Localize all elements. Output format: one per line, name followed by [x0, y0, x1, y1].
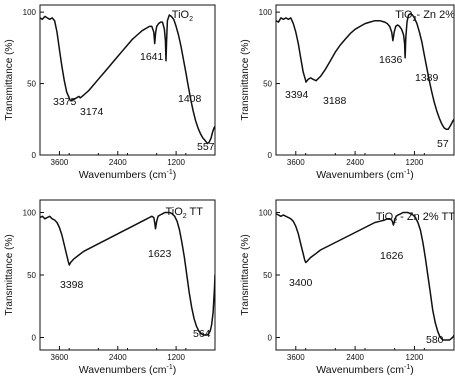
y-tick-label: 100: [259, 209, 273, 218]
x-axis-label: Wavenumbers (cm-1): [316, 364, 413, 376]
x-tick-label: 2400: [109, 353, 127, 362]
y-axis-label: Transmittance (%): [240, 234, 251, 315]
chart-panel: 0 50 100 3600 2400 1200 Transmittance (%) Waven…: [240, 199, 455, 376]
peak-label: 3375: [53, 96, 77, 108]
chart-panel: 0 50 100 3600 2400 1200 Transmittance (%) Waven…: [4, 199, 216, 376]
chart-panel: 0 50 100 3600 2400 1200 Transmittance (%) Waven…: [240, 4, 455, 181]
x-tick-label: 3600: [51, 353, 69, 362]
peak-label: 557: [197, 141, 215, 153]
spectrum-line: [40, 14, 215, 145]
y-axis-label: Transmittance (%): [4, 234, 15, 315]
panel-title: TiO2- Zn 2%: [395, 9, 455, 23]
peak-label: 564: [193, 328, 211, 340]
spectrum-line: [40, 211, 215, 336]
x-tick-label: 1200: [167, 353, 185, 362]
x-tick-label: 2400: [109, 158, 127, 167]
x-tick-label: 3600: [287, 158, 305, 167]
y-tick-label: 50: [263, 271, 272, 280]
peak-label: 580: [426, 334, 444, 346]
y-tick-label: 100: [23, 209, 37, 218]
x-axis-label: Wavenumbers (cm-1): [79, 364, 176, 376]
y-tick-label: 50: [263, 80, 272, 89]
y-tick-label: 0: [268, 151, 273, 160]
peak-label: 1636: [379, 54, 403, 66]
y-tick-label: 0: [32, 151, 37, 160]
peak-label: 57: [437, 138, 449, 150]
spectrum-line: [276, 12, 454, 131]
y-tick-label: 0: [268, 334, 273, 343]
y-axis-label: Transmittance (%): [240, 39, 251, 120]
peak-label: 3394: [285, 89, 309, 101]
y-tick-label: 50: [27, 271, 36, 280]
peak-label: 3188: [323, 95, 347, 107]
x-axis-label: Wavenumbers (cm-1): [316, 169, 413, 181]
chart-panel: 0 50 100 3600 2400 1200 Transmittance (%) Waven…: [4, 4, 216, 181]
spectrum-line: [276, 211, 454, 341]
peak-label: 1408: [178, 93, 202, 105]
x-tick-label: 1200: [167, 158, 185, 167]
y-tick-label: 100: [259, 8, 273, 17]
y-axis-label: Transmittance (%): [4, 39, 15, 120]
peak-label: 1389: [415, 72, 439, 84]
x-tick-label: 2400: [346, 353, 364, 362]
x-tick-label: 1200: [406, 353, 424, 362]
x-axis-label: Wavenumbers (cm-1): [79, 169, 176, 181]
peak-label: 1623: [148, 248, 172, 260]
peak-label: 1626: [380, 250, 404, 262]
x-tick-label: 3600: [287, 353, 305, 362]
y-tick-label: 50: [27, 80, 36, 89]
peak-label: 1641: [140, 51, 164, 63]
peak-label: 3174: [80, 106, 104, 118]
panel-title: TiO2 TT: [165, 206, 203, 220]
x-tick-label: 2400: [346, 158, 364, 167]
y-tick-label: 100: [23, 8, 37, 17]
x-tick-label: 3600: [51, 158, 69, 167]
y-tick-label: 0: [32, 334, 37, 343]
peak-label: 3398: [60, 279, 84, 291]
plot-frame: [39, 4, 216, 156]
x-tick-label: 1200: [406, 158, 424, 167]
panel-title: TiO2: [172, 9, 193, 23]
plot-frame: [39, 199, 216, 351]
peak-label: 3400: [289, 277, 313, 289]
